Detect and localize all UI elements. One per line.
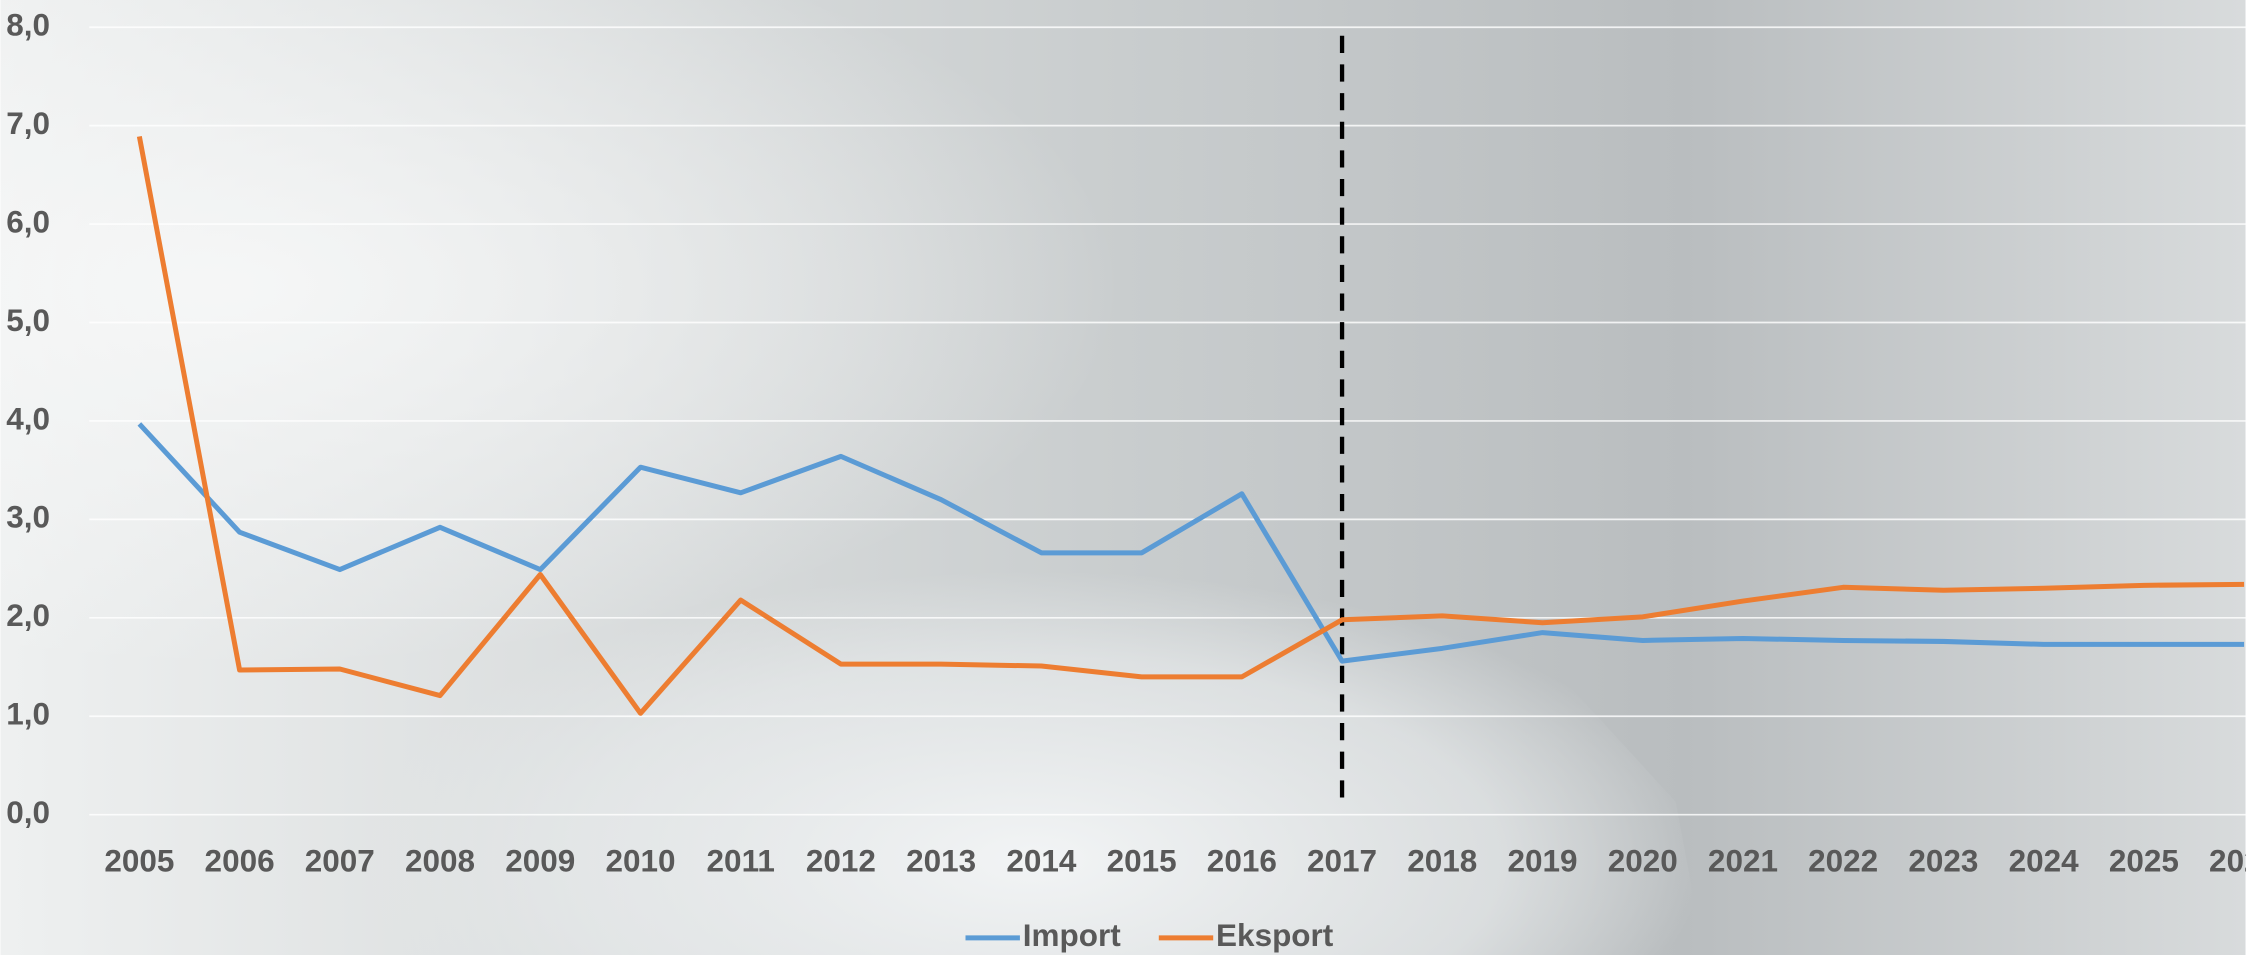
ice-shape (215, 314, 1705, 955)
x-tick-label: 2018 (1407, 843, 1477, 879)
x-tick-label: 2006 (205, 843, 275, 879)
x-tick-label: 2025 (2109, 843, 2179, 879)
x-tick-label: 2016 (1207, 843, 1277, 879)
legend-label: Eksport (1216, 917, 1334, 953)
y-tick-label: 8,0 (6, 7, 50, 43)
x-tick-label: 2007 (305, 843, 375, 879)
x-tick-label: 2013 (906, 843, 976, 879)
x-tick-label: 2014 (1006, 843, 1077, 879)
x-tick-label: 2026 (2209, 843, 2246, 879)
x-tick-label: 2011 (707, 843, 775, 879)
y-tick-label: 6,0 (6, 203, 50, 239)
x-tick-label: 2020 (1608, 843, 1678, 879)
x-tick-label: 2019 (1507, 843, 1577, 879)
x-tick-label: 2005 (104, 843, 174, 879)
y-tick-label: 7,0 (6, 105, 50, 141)
x-tick-label: 2022 (1808, 843, 1878, 879)
x-tick-label: 2023 (1908, 843, 1978, 879)
x-tick-label: 2009 (505, 843, 575, 879)
legend-label: Import (1023, 917, 1121, 953)
x-tick-label: 2015 (1107, 843, 1177, 879)
x-tick-label: 2017 (1307, 843, 1377, 879)
y-tick-label: 2,0 (6, 597, 50, 633)
series-line (137, 422, 2245, 664)
x-tick-label: 2021 (1708, 843, 1778, 879)
y-tick-label: 1,0 (6, 696, 50, 732)
series-line (136, 136, 2245, 716)
x-tick-label: 2024 (2009, 843, 2080, 879)
y-tick-label: 3,0 (6, 499, 50, 535)
y-tick-label: 4,0 (6, 400, 50, 436)
x-tick-label: 2008 (405, 843, 475, 879)
x-tick-label: 2010 (605, 843, 675, 879)
y-tick-label: 5,0 (6, 302, 50, 338)
x-tick-label: 2012 (806, 843, 876, 879)
y-tick-label: 0,0 (6, 794, 50, 830)
